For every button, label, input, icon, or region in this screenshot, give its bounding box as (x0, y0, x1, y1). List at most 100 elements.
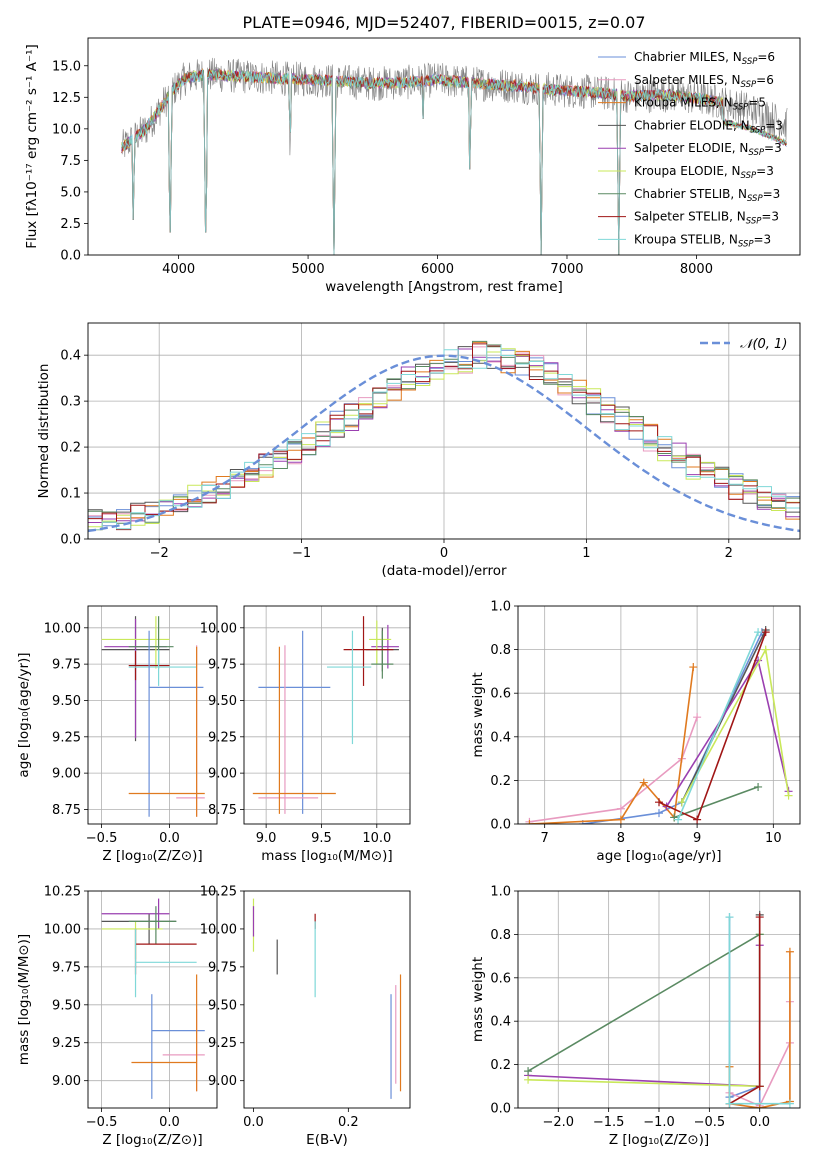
x-tick-label: 8000 (680, 262, 713, 277)
plot-area (88, 323, 800, 539)
legend-entry: Kroupa ELODIE, NSSP=3 (634, 164, 774, 181)
weight-line (528, 934, 761, 1088)
y-tick-label: 12.5 (52, 91, 81, 106)
panel-weight-vs-z: −2.0 −1.5 −1.0 −0.5 0.0 0.0 0.2 0.4 0.6 0.8 1.0 Z [… (470, 885, 801, 1148)
x-tick-label: 9.0 (256, 831, 277, 846)
y-tick-label: 9.75 (208, 658, 237, 673)
weight-marker (755, 1104, 764, 1108)
y-tick-label: 7.5 (60, 154, 81, 169)
y-tick-label: 10.25 (200, 885, 237, 900)
x-tick-label: 7 (541, 831, 549, 846)
axes-frame (517, 890, 801, 1109)
y-tick-label: 2.5 (60, 217, 81, 232)
x-axis-label: Z [log₁₀(Z/Z⊙)] (102, 1132, 202, 1148)
x-tick-label: 0.0 (749, 1115, 770, 1130)
x-tick-label: 6000 (421, 262, 454, 277)
weight-line (529, 666, 695, 824)
axes-frame (517, 605, 801, 825)
y-tick-label: 9.25 (208, 730, 237, 745)
y-tick-label: 9.50 (208, 998, 237, 1013)
y-tick-label: 9.25 (52, 730, 81, 745)
weight-marker (725, 913, 734, 922)
plot-area (252, 898, 402, 1099)
plot-area (518, 891, 800, 1108)
histogram-series (88, 344, 800, 539)
y-axis-label: Flux [fλ10⁻¹⁷ erg cm⁻² s⁻¹ A⁻¹] (24, 44, 40, 249)
weight-line (527, 933, 761, 1072)
y-tick-label: 0.6 (490, 687, 511, 702)
axes-frame (87, 605, 218, 825)
spectrum-line (121, 68, 787, 255)
panel-mass-vs-ebv: 0.0 0.2 9.00 9.25 9.50 9.75 10.00 10.25 E(B-V) (200, 885, 411, 1148)
x-axis-label: wavelength [Angstrom, rest frame] (325, 279, 563, 295)
y-tick-label: 9.50 (208, 694, 237, 709)
x-tick-label: −1.0 (643, 1115, 675, 1130)
panels: 4000 5000 6000 7000 80000.02.55.07.510.012.5… (16, 37, 801, 1148)
weight-marker (761, 645, 770, 654)
x-tick-label: 0.0 (243, 1115, 264, 1130)
axes-frame (243, 605, 411, 825)
y-axis-label: mass weight (470, 672, 486, 757)
weight-marker (761, 628, 770, 637)
y-tick-label: 9.75 (52, 658, 81, 673)
weight-marker (616, 815, 625, 824)
y-tick-label: 10.00 (200, 922, 237, 937)
y-tick-label: 0.0 (60, 533, 81, 548)
weight-marker (524, 1067, 533, 1076)
y-tick-label: 0.0 (490, 818, 511, 833)
panel-mass-vs-z: −0.5 0.0 9.00 9.25 9.50 9.75 10.00 10.25 Z [log₁… (16, 885, 218, 1148)
weight-line (673, 786, 759, 819)
x-tick-label: 10.0 (362, 831, 391, 846)
legend-entry: Salpeter ELODIE, NSSP=3 (634, 141, 782, 158)
y-tick-label: 1.0 (490, 600, 511, 615)
weight-marker (693, 713, 702, 722)
y-tick-label: 0.2 (490, 774, 511, 789)
y-tick-label: 0.8 (490, 643, 511, 658)
weight-line (529, 716, 698, 823)
y-tick-label: 0.4 (490, 1015, 511, 1030)
x-tick-label: −1.5 (593, 1115, 625, 1130)
x-axis-label: age [log₁₀(age/yr)] (596, 848, 721, 864)
y-tick-label: 0.0 (490, 1102, 511, 1117)
y-tick-label: 10.00 (44, 621, 81, 636)
x-tick-label: 2 (725, 546, 733, 561)
x-axis-label: Z [log₁₀(Z/Z⊙)] (102, 848, 202, 864)
y-tick-label: 9.50 (52, 694, 81, 709)
weight-marker (784, 791, 793, 800)
spectrum-line (121, 69, 787, 255)
weight-marker (689, 663, 698, 672)
x-tick-label: 1 (582, 546, 590, 561)
weight-marker (677, 798, 686, 807)
legend-entry: Chabrier ELODIE, NSSP=3 (634, 118, 783, 135)
legend-entry: Chabrier MILES, NSSP=6 (634, 50, 775, 67)
weight-line (729, 917, 761, 1105)
y-tick-label: 9.00 (52, 1074, 81, 1089)
weight-marker (755, 1082, 764, 1091)
legend-entry: 𝒩(0, 1) (740, 337, 787, 352)
plot-area (244, 606, 410, 824)
weight-marker (785, 947, 794, 956)
y-tick-label: 9.50 (52, 998, 81, 1013)
y-tick-label: 0.2 (490, 1058, 511, 1073)
weight-marker (693, 815, 702, 824)
x-axis-label: Z [log₁₀(Z/Z⊙)] (609, 1132, 709, 1148)
weight-line (728, 917, 761, 1108)
y-tick-label: 15.0 (52, 59, 81, 74)
gaussian-curve (88, 354, 800, 533)
axes-frame (87, 322, 801, 540)
x-tick-label: 4000 (162, 262, 195, 277)
y-axis-label: mass [log₁₀(M/M⊙)] (16, 934, 32, 1065)
axes-frame (243, 890, 411, 1109)
y-tick-label: 9.75 (208, 960, 237, 975)
weight-marker (755, 913, 764, 922)
legend-entry: Salpeter MILES, NSSP=6 (634, 73, 774, 90)
weight-line (528, 945, 761, 1088)
y-tick-label: 9.25 (208, 1036, 237, 1051)
y-tick-label: 5.0 (60, 185, 81, 200)
y-tick-label: 0.2 (60, 441, 81, 456)
plot-area (88, 891, 217, 1108)
figure-title: PLATE=0946, MJD=52407, FIBERID=0015, z=0… (242, 13, 645, 32)
y-tick-label: 8.75 (208, 803, 237, 818)
weight-line (658, 631, 767, 821)
